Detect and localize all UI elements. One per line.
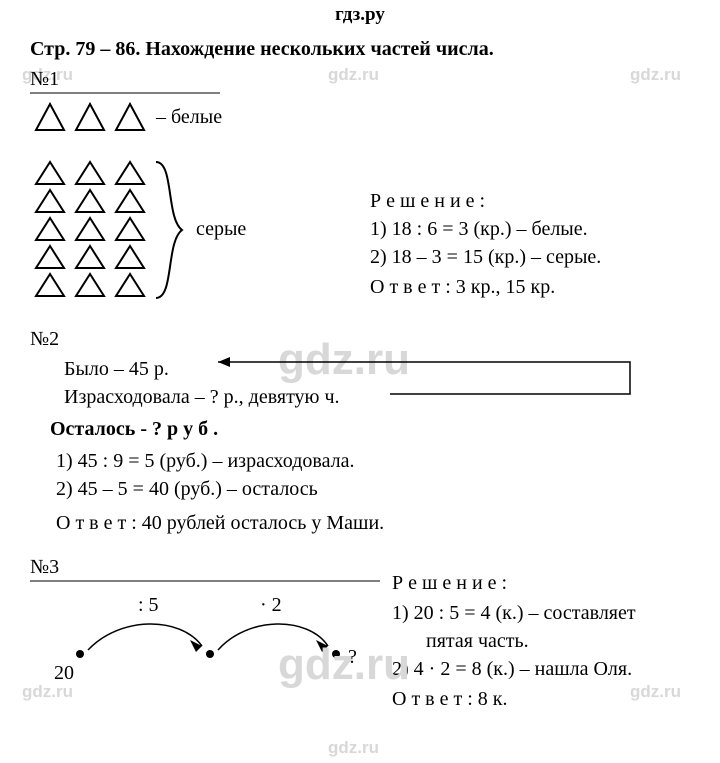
solution-line: 2) 4 · 2 = 8 (к.) – нашла Оля.	[392, 658, 632, 681]
white-triangles	[32, 100, 162, 134]
answer-line: О т в е т : 3 кр., 15 кр.	[370, 276, 555, 299]
chain-diagram	[40, 616, 380, 676]
chain-end: ?	[348, 646, 357, 669]
solution-line: 1) 45 : 9 = 5 (руб.) – израсходовала.	[56, 450, 355, 473]
answer-line: О т в е т : 8 к.	[392, 688, 508, 711]
answer-line: О т в е т : 40 рублей осталось у Маши.	[56, 512, 384, 535]
given-line: Осталось - ? р у б .	[50, 418, 218, 441]
rule-line	[30, 580, 380, 582]
solution-title: Р е ш е н и е :	[392, 572, 507, 595]
rule-line	[30, 92, 220, 94]
page-root: { "header": "гдз.ру", "watermarks": {"sm…	[0, 0, 720, 763]
watermark-small: gdz.ru	[328, 65, 379, 85]
solution-title: Р е ш е н и е :	[370, 190, 485, 213]
given-line: Было – 45 р.	[64, 358, 169, 381]
watermark-small: gdz.ru	[22, 682, 73, 702]
loop-arrow-icon	[200, 352, 660, 402]
watermark-small: gdz.ru	[630, 65, 681, 85]
chain-start: 20	[54, 662, 74, 685]
section-title: Стр. 79 – 86. Нахождение нескольких част…	[30, 38, 494, 61]
solution-line: 2) 18 – 3 = 15 (кр.) – серые.	[370, 246, 601, 269]
problem-number: №1	[30, 68, 59, 91]
site-header: гдз.ру	[0, 4, 720, 26]
solution-line: 2) 45 – 5 = 40 (руб.) – осталось	[56, 478, 318, 501]
problem-number: №3	[30, 556, 59, 579]
watermark-small: gdz.ru	[630, 682, 681, 702]
op-label: · 2	[260, 594, 282, 617]
problem-number: №2	[30, 328, 59, 351]
grey-label: серые	[196, 218, 246, 241]
solution-line: 1) 18 : 6 = 3 (кр.) – белые.	[370, 218, 588, 241]
brace-icon	[152, 158, 192, 302]
op-label: : 5	[138, 594, 159, 617]
solution-line: пятая часть.	[426, 630, 529, 653]
watermark-small: gdz.ru	[328, 738, 379, 758]
solution-line: 1) 20 : 5 = 4 (к.) – составляет	[392, 602, 636, 625]
white-label: – белые	[156, 106, 222, 129]
